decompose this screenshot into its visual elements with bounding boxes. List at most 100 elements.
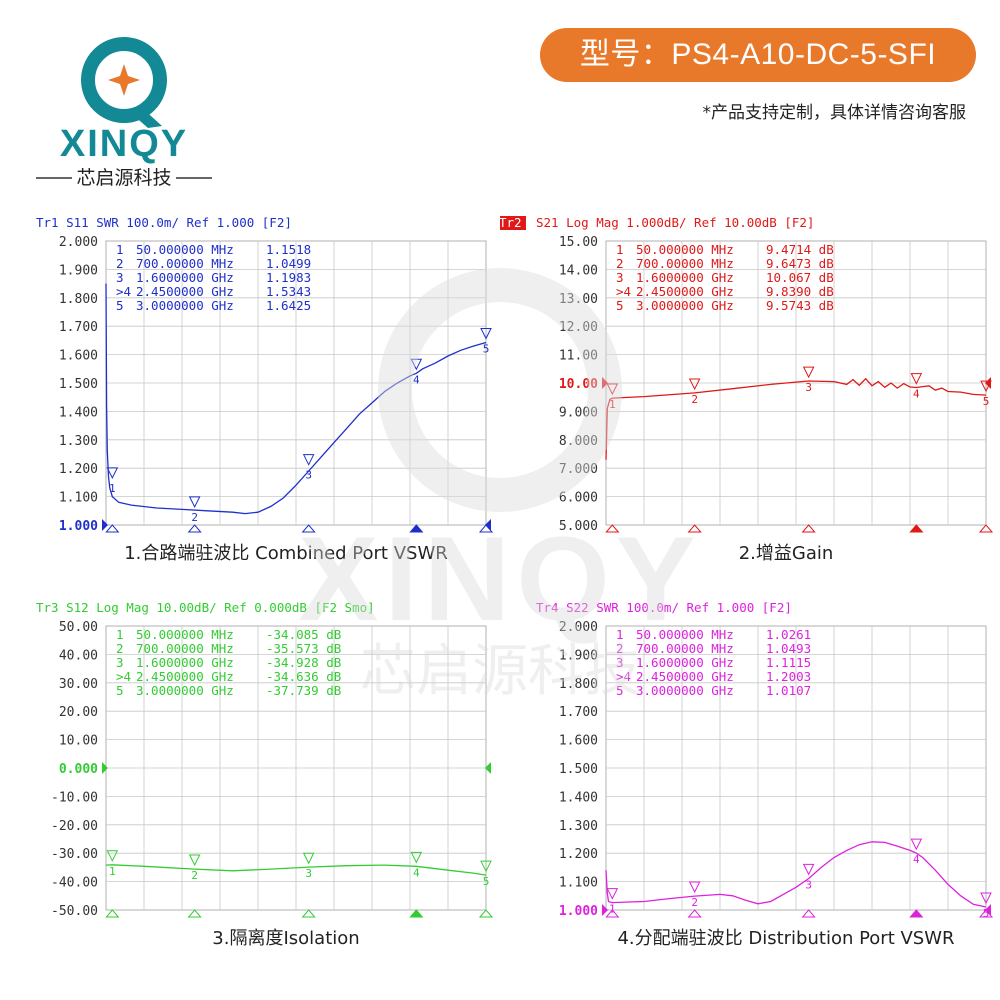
marker-id: 3 xyxy=(116,655,124,670)
y-tick-label: 15.00 xyxy=(559,235,598,250)
y-tick-label: 0.000 xyxy=(59,762,98,777)
marker-value: -35.573 dB xyxy=(266,641,341,656)
marker-freq: 50.000000 MHz xyxy=(636,242,734,257)
marker-id: 1 xyxy=(116,242,124,257)
y-tick-label: 14.00 xyxy=(559,263,598,278)
x-axis-marker xyxy=(605,524,620,533)
y-tick-label: 20.00 xyxy=(59,705,98,720)
y-tick-label: 1.000 xyxy=(559,904,598,919)
x-axis-marker xyxy=(801,524,816,533)
data-marker-label: 4 xyxy=(413,866,420,879)
y-tick-label: 1.700 xyxy=(59,320,98,335)
data-marker xyxy=(802,366,815,379)
y-tick-label: 1.400 xyxy=(559,790,598,805)
marker-value: 9.8390 dB xyxy=(766,284,834,299)
data-marker-label: 3 xyxy=(805,878,812,891)
marker-value: 1.0493 xyxy=(766,641,811,656)
data-marker-label: 4 xyxy=(913,388,920,401)
x-axis-marker xyxy=(409,524,424,533)
marker-id: 5 xyxy=(116,298,124,313)
data-marker xyxy=(188,496,201,508)
y-tick-label: 1.800 xyxy=(559,677,598,692)
x-axis-marker xyxy=(301,524,316,533)
marker-value: -34.636 dB xyxy=(266,669,341,684)
ref-pointer-left xyxy=(602,377,608,389)
marker-value: 9.5743 dB xyxy=(766,298,834,313)
data-marker xyxy=(106,467,119,480)
data-marker-label: 3 xyxy=(305,867,312,880)
marker-value: -34.085 dB xyxy=(266,627,341,642)
y-tick-label: 1.000 xyxy=(59,519,98,534)
y-tick-label: -30.00 xyxy=(51,847,98,862)
y-tick-label: 2.000 xyxy=(59,235,98,250)
model-badge: 型号：PS4-A10-DC-5-SFI xyxy=(540,28,976,82)
x-axis-marker xyxy=(409,909,424,918)
x-axis-marker xyxy=(187,909,202,918)
chart-isolation: Tr3 S12 Log Mag 10.00dB/ Ref 0.000dB [F2… xyxy=(0,590,500,985)
y-tick-label: 10.00 xyxy=(59,734,98,749)
marker-value: 1.5343 xyxy=(266,284,311,299)
marker-id: >4 xyxy=(116,284,131,299)
marker-freq: 50.000000 MHz xyxy=(136,627,234,642)
data-series-line xyxy=(605,841,987,908)
data-series-line xyxy=(105,864,487,876)
ref-pointer-right xyxy=(985,904,991,916)
chart-title: 4.分配端驻波比 Distribution Port VSWR xyxy=(617,928,954,949)
ref-pointer-right xyxy=(485,762,491,774)
x-axis-marker xyxy=(801,909,816,918)
marker-id: 2 xyxy=(616,641,624,656)
marker-value: 10.067 dB xyxy=(766,270,834,285)
data-marker-label: 4 xyxy=(913,853,920,866)
data-marker xyxy=(980,892,992,905)
chart-distribution-port-vswr: Tr4 S22 SWR 100.0m/ Ref 1.000 [F2] 2.000 1… xyxy=(500,590,1000,985)
y-tick-label: 6.000 xyxy=(559,491,598,506)
data-marker xyxy=(688,881,701,894)
marker-freq: 700.00000 MHz xyxy=(136,641,234,656)
data-marker xyxy=(688,378,701,391)
marker-id: 3 xyxy=(616,655,624,670)
chart-svg: Tr3 S12 Log Mag 10.00dB/ Ref 0.000dB [F2… xyxy=(36,600,494,949)
marker-id: >4 xyxy=(116,669,131,684)
data-marker-label: 5 xyxy=(483,343,490,356)
chart-title: 2.增益Gain xyxy=(739,543,834,564)
chart-header-trace: Tr2 xyxy=(500,215,522,230)
marker-freq: 1.6000000 GHz xyxy=(136,270,234,285)
chart-title: 3.隔离度Isolation xyxy=(212,928,359,949)
ref-pointer-right xyxy=(985,377,991,389)
y-tick-label: 7.000 xyxy=(559,462,598,477)
x-axis-marker xyxy=(687,909,702,918)
data-marker-label: 5 xyxy=(983,907,990,920)
y-tick-label: -40.00 xyxy=(51,876,98,891)
marker-freq: 2.4500000 GHz xyxy=(136,284,234,299)
y-tick-label: -10.00 xyxy=(51,790,98,805)
marker-id: >4 xyxy=(616,669,631,684)
logo-q-icon xyxy=(81,37,167,128)
data-marker xyxy=(302,852,315,865)
y-tick-label: 1.900 xyxy=(559,648,598,663)
y-tick-label: 8.000 xyxy=(559,434,598,449)
marker-id: 1 xyxy=(116,627,124,642)
marker-value: 1.0107 xyxy=(766,683,811,698)
y-tick-label: 2.000 xyxy=(559,620,598,635)
brand-logo: XINQY 芯启源科技 xyxy=(22,28,227,189)
marker-id: 5 xyxy=(116,683,124,698)
data-series-line xyxy=(605,377,987,460)
x-axis-marker xyxy=(978,909,994,918)
data-marker-label: 1 xyxy=(609,903,616,916)
y-tick-label: -50.00 xyxy=(51,904,98,919)
data-marker xyxy=(188,854,201,867)
marker-value: 1.2003 xyxy=(766,669,811,684)
marker-freq: 700.00000 MHz xyxy=(636,256,734,271)
chart-gain: S21 Log Mag 1.000dB/ Ref 10.00dB [F2] Tr2… xyxy=(500,205,1000,600)
marker-value: 1.0499 xyxy=(266,256,311,271)
ref-pointer-right xyxy=(485,519,491,531)
marker-freq: 1.6000000 GHz xyxy=(136,655,234,670)
marker-value: 9.4714 dB xyxy=(766,242,834,257)
y-tick-label: 11.00 xyxy=(559,349,598,364)
y-tick-label: 9.000 xyxy=(559,405,598,420)
y-tick-label: 50.00 xyxy=(59,620,98,635)
y-tick-label: 10.00 xyxy=(559,377,598,392)
chart-header: S21 Log Mag 1.000dB/ Ref 10.00dB [F2] xyxy=(536,215,814,230)
data-marker xyxy=(802,863,815,876)
marker-freq: 1.6000000 GHz xyxy=(636,270,734,285)
